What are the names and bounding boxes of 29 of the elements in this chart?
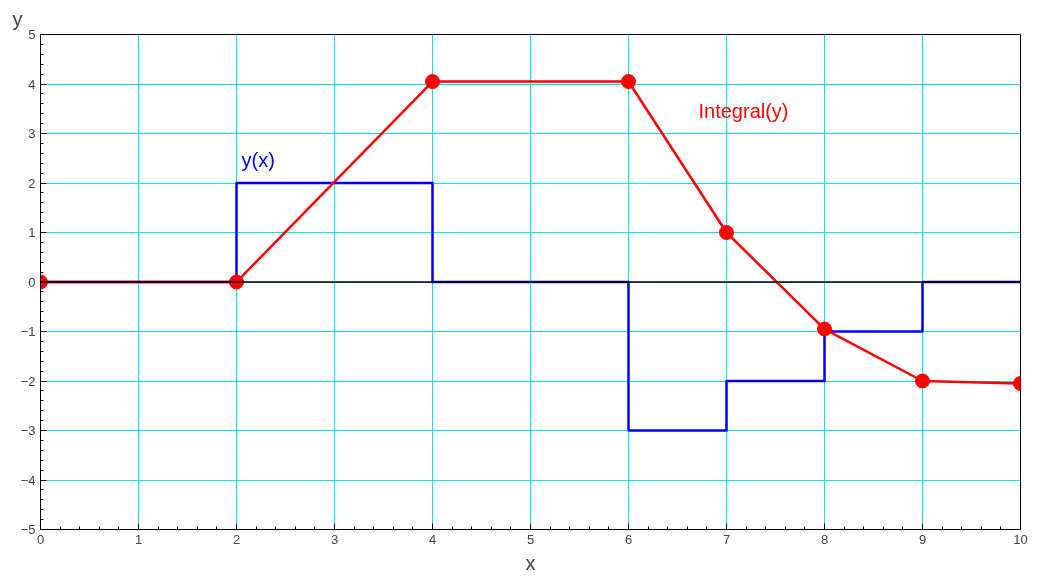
x-tick-label: 5 [526, 531, 535, 547]
x-tick-label: 7 [722, 531, 731, 547]
y-tick-label: 3 [28, 126, 36, 141]
x-tick-label: 9 [918, 531, 927, 547]
x-tick-label: 1 [134, 531, 143, 547]
point [915, 373, 930, 389]
point [425, 74, 440, 90]
y-tick-label: −2 [20, 373, 36, 389]
x-tick-label: 3 [330, 531, 339, 547]
y-tick-label: 2 [28, 175, 36, 191]
x-tick-label: 2 [232, 531, 241, 547]
y-tick-label: −1 [20, 324, 36, 339]
y-tick-label: −5 [20, 522, 36, 537]
y-axis-title: y [12, 7, 23, 30]
point [719, 225, 734, 240]
x-axis-title: x [525, 551, 536, 574]
y-tick-label: −4 [20, 472, 36, 488]
point [621, 74, 636, 90]
y-tick-label: 0 [28, 274, 36, 290]
x-tick-label: 8 [820, 531, 829, 547]
point [817, 321, 832, 337]
x-tick-label: 6 [624, 531, 633, 547]
x-tick-label: 10 [1013, 531, 1028, 547]
y-tick-label: 5 [28, 27, 36, 42]
y-tick-label: 4 [28, 76, 36, 92]
x-tick-label: 4 [428, 531, 437, 547]
y-tick-label: 1 [28, 225, 36, 240]
series-label: y(x) [241, 149, 275, 171]
y-tick-label: −3 [20, 423, 36, 438]
